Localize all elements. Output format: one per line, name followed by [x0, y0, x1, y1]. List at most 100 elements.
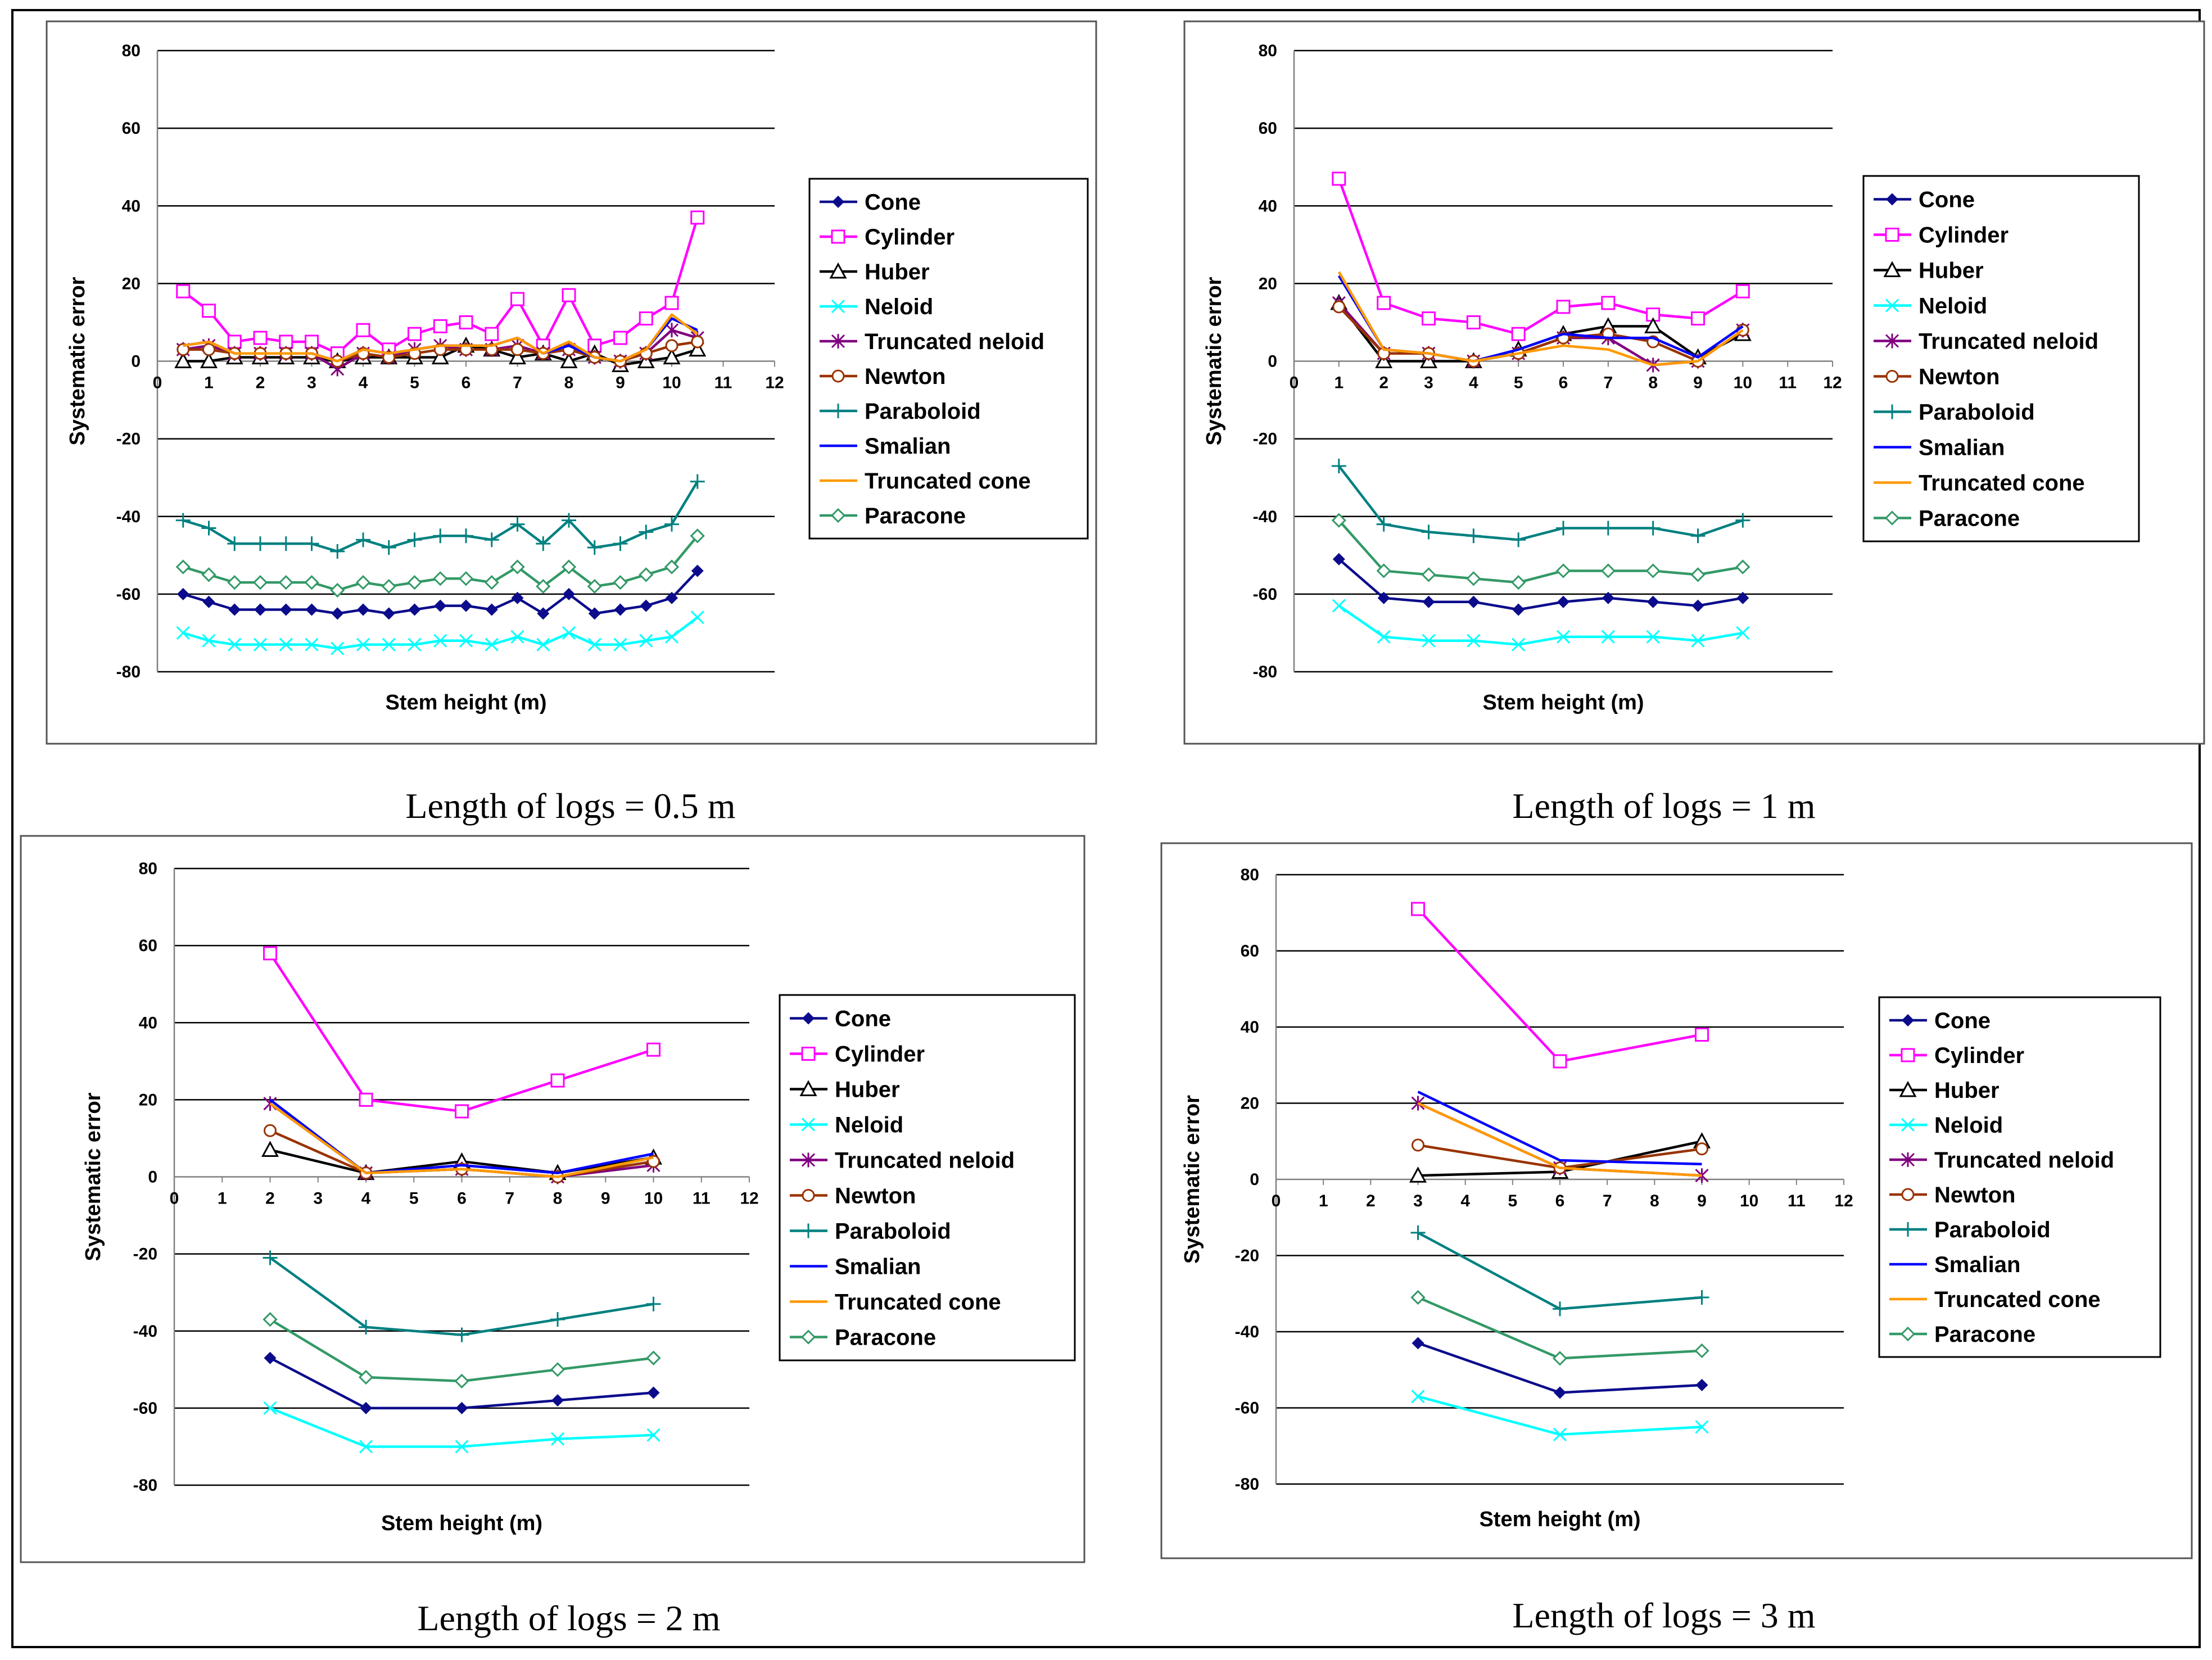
legend-marker-cone [832, 196, 844, 208]
series-neloid [263, 1401, 661, 1454]
x-tick-label: 10 [644, 1189, 663, 1208]
data-point-cone [551, 1394, 564, 1407]
data-point-paracone [175, 559, 191, 575]
data-point-cylinder [613, 331, 627, 345]
y-tick-label: -80 [1253, 663, 1277, 681]
legend-label-cylinder: Cylinder [835, 1042, 925, 1067]
x-tick-label: 1 [1334, 374, 1344, 392]
x-tick-label: 12 [765, 374, 784, 392]
legend-label-paracone: Paracone [865, 504, 966, 528]
data-point-cone [264, 1351, 277, 1364]
data-point-cylinder [1601, 296, 1616, 310]
data-point-truncated-neloid [664, 323, 679, 338]
data-point-cone [1602, 591, 1614, 604]
legend-label-newton: Newton [865, 364, 946, 389]
data-point-cylinder [359, 1092, 373, 1107]
data-point-neloid [690, 610, 704, 625]
data-point-paracone [1331, 513, 1346, 528]
data-point-cone [537, 607, 550, 620]
data-point-paraboloid [407, 532, 422, 548]
y-tick-label: 80 [122, 42, 141, 60]
data-point-paraboloid [646, 1296, 661, 1311]
data-point-paracone [263, 1312, 278, 1327]
series-paraboloid [1331, 458, 1750, 548]
data-point-paracone [1421, 567, 1436, 582]
legend-marker-cylinder [801, 1047, 816, 1061]
legend-label-truncated-neloid: Truncated neloid [835, 1148, 1015, 1173]
x-tick-label: 7 [505, 1189, 514, 1208]
y-tick-label: 20 [1259, 274, 1277, 293]
data-point-neloid [202, 634, 216, 648]
data-point-paracone [1735, 559, 1750, 575]
data-point-cylinder [1411, 902, 1425, 916]
data-point-neloid [510, 630, 524, 644]
x-axis-label: Stem height (m) [381, 1512, 542, 1535]
legend-label-truncated-cone: Truncated cone [835, 1290, 1001, 1315]
legend-label-truncated-cone: Truncated cone [1919, 471, 2085, 496]
series-line-neloid [1338, 604, 1743, 646]
x-tick-label: 7 [513, 374, 522, 392]
y-tick-label: 60 [122, 119, 141, 138]
x-tick-label: 12 [1834, 1192, 1853, 1210]
data-point-paracone [304, 575, 319, 590]
series-cone [264, 1351, 660, 1414]
data-point-cylinder [1556, 300, 1571, 314]
data-point-cone [305, 603, 318, 616]
data-point-paracone [252, 575, 268, 590]
data-point-cone [177, 587, 189, 600]
x-tick-label: 4 [1469, 374, 1478, 392]
series-line-cylinder [1337, 178, 1744, 336]
data-point-neloid [1467, 634, 1481, 648]
data-point-cylinder [1691, 311, 1705, 326]
data-point-neloid [331, 641, 345, 655]
data-point-cylinder [253, 331, 268, 345]
series-cone [1332, 553, 1749, 616]
data-point-paracone [278, 575, 293, 590]
data-point-cone [640, 599, 653, 612]
legend-label-paraboloid: Paraboloid [865, 399, 981, 424]
data-point-paraboloid [613, 536, 628, 551]
data-point-newton [264, 1124, 277, 1137]
data-point-huber [174, 352, 192, 368]
y-tick-label: -80 [1235, 1475, 1259, 1494]
y-tick-label: -60 [116, 585, 141, 604]
data-point-paracone [454, 1373, 469, 1389]
data-point-neloid [1646, 630, 1660, 644]
series-cone [1412, 1337, 1708, 1399]
legend-marker-cone [1902, 1014, 1914, 1026]
legend-marker-paraboloid [831, 404, 845, 418]
legend-marker-neloid [801, 1118, 816, 1132]
y-tick-label: 40 [1259, 197, 1277, 215]
data-point-cylinder [1377, 296, 1391, 310]
data-point-cylinder [1332, 171, 1346, 186]
data-point-paraboloid [304, 536, 319, 551]
y-tick-label: 0 [1250, 1170, 1259, 1189]
data-point-paraboloid [562, 513, 576, 528]
legend-marker-neloid [1901, 1118, 1915, 1132]
y-tick-label: -40 [116, 508, 141, 526]
data-point-cylinder [1466, 315, 1481, 329]
series-neloid [1332, 599, 1750, 652]
legend: Cone Cylinder Huber Neloid Truncated neloid N… [779, 994, 1076, 1362]
legend-label-newton: Newton [835, 1184, 916, 1209]
legend: Cone Cylinder Huber Neloid Truncated neloid N… [1878, 996, 2161, 1358]
data-point-paracone [227, 575, 242, 590]
x-tick-label: 7 [1603, 1192, 1612, 1210]
data-point-newton [665, 339, 678, 352]
data-point-neloid [1411, 1390, 1425, 1404]
data-point-paraboloid [1735, 513, 1750, 528]
legend-label-smalian: Smalian [1934, 1252, 2020, 1277]
legend-marker-newton [802, 1189, 815, 1202]
data-point-cone [357, 603, 369, 616]
data-point-cone [588, 607, 601, 620]
data-point-cylinder [485, 327, 499, 341]
data-point-neloid [359, 1440, 373, 1454]
legend-label-neloid: Neloid [1934, 1113, 2003, 1138]
legend-marker-truncated-neloid [801, 1152, 816, 1168]
data-point-cylinder [550, 1073, 565, 1088]
x-tick-label: 5 [1514, 374, 1523, 392]
x-tick-label: 9 [601, 1189, 610, 1208]
x-tick-label: 3 [313, 1189, 323, 1208]
